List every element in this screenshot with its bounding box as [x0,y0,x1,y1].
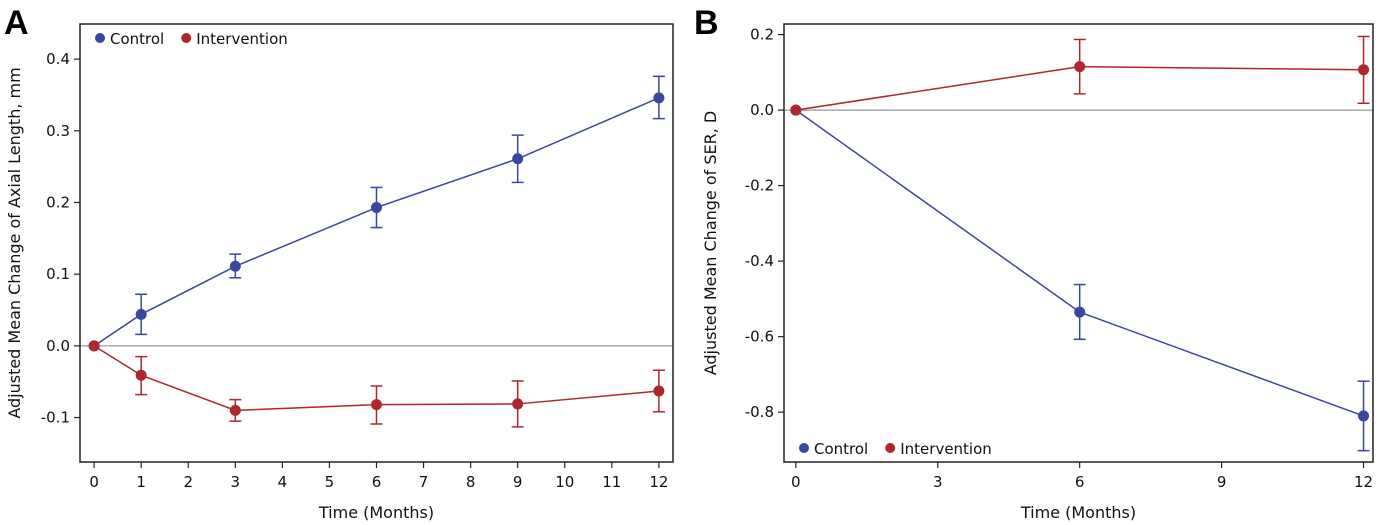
data-point [790,104,802,116]
x-tick-label: 4 [278,473,288,491]
x-tick-label: 10 [555,473,574,491]
series-line [795,109,1364,417]
legend-label: Control [814,440,868,458]
legend-marker-control [95,33,105,43]
y-tick-label: 0.4 [46,50,70,68]
y-tick-label: 0.3 [46,122,70,140]
plot-frame [783,23,1374,463]
series-line [93,97,660,347]
data-point [512,153,524,165]
series-intervention [88,340,665,428]
panel-b: B 0 3 6 9 12 -0.8 -0.6 -0.4 -0.2 0.0 0.2 Time (Month… [694,4,1374,522]
legend-marker-intervention [885,443,896,453]
series-control [88,75,665,352]
x-tick-label: 1 [136,473,146,491]
x-axis-label: Time (Months) [318,503,434,522]
data-point [1074,306,1086,318]
y-tick-label: -0.6 [745,328,774,346]
x-tick-label: 7 [419,473,429,491]
y-axis-label: Adjusted Mean Change of SER, D [701,111,720,376]
data-point [653,92,665,104]
x-tick-label: 0 [89,473,99,491]
y-tick-label: 0.2 [46,193,70,211]
panel-label: A [4,4,29,42]
x-tick-label: 2 [183,473,193,491]
data-point [512,398,524,410]
data-point [653,385,665,397]
data-point [1358,64,1370,76]
legend-marker-control [799,443,809,453]
x-tick-label: 3 [231,473,241,491]
series-intervention [790,35,1370,116]
y-tick-label: -0.2 [745,177,774,195]
y-tick-label: 0.1 [46,265,70,283]
y-tick-label: -0.1 [41,409,70,427]
y-tick-label: -0.8 [745,403,774,421]
data-point [1358,410,1370,422]
x-tick-label: 9 [513,473,523,491]
y-tick-label: 0.0 [750,101,774,119]
x-tick-label: 9 [1217,473,1227,491]
y-tick-label: 0.2 [750,26,774,44]
x-tick-label: 11 [602,473,621,491]
x-tick-label: 6 [1075,473,1085,491]
data-point [229,404,241,416]
data-point [371,202,382,214]
data-point [88,340,100,352]
x-tick-label: 6 [372,473,382,491]
y-tick-label: 0.0 [46,337,70,355]
series-control [790,104,1370,452]
panel-a: A0 1 2 3 4 5 6 7 8 9 10 11 12-0.10.00.10.20.30.4Time… [4,4,674,522]
data-point [1074,61,1086,73]
legend-label: Control [110,30,164,48]
x-tick-label: 12 [649,473,668,491]
x-tick-label: 12 [1354,473,1373,491]
data-point [135,308,147,320]
x-tick-label: 3 [933,473,943,491]
data-point [229,260,241,272]
y-tick-label: -0.4 [745,252,774,270]
legend-label: Intervention [900,440,992,458]
x-tick-label: 5 [325,473,335,491]
x-tick-label: 0 [791,473,801,491]
series-line [93,345,659,412]
x-axis-label: Time (Months) [1020,503,1136,522]
data-point [135,369,147,381]
legend-marker-intervention [181,33,192,43]
y-axis-label: Adjusted Mean Change of Axial Length, mm [5,67,24,418]
panel-label: B [694,4,719,42]
legend-label: Intervention [196,30,288,48]
x-tick-label: 8 [466,473,476,491]
data-point [371,399,382,411]
